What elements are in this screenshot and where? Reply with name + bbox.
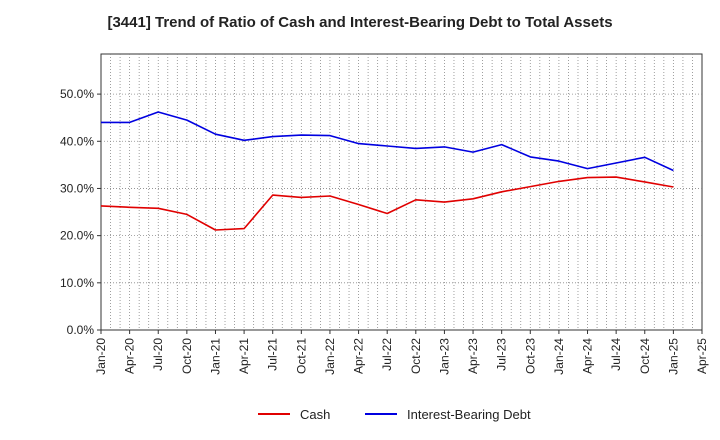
- legend-label-interest-bearing-debt: Interest-Bearing Debt: [407, 407, 531, 422]
- x-tick-label: Jan-23: [437, 338, 451, 375]
- x-tick-label: Jul-23: [495, 338, 509, 371]
- x-tick-label: Jan-21: [208, 338, 222, 375]
- x-tick-label: Jan-24: [552, 338, 566, 375]
- series-line-cash: [100, 176, 674, 231]
- x-tick-label: Oct-22: [409, 338, 423, 374]
- x-tick-label: Jul-22: [380, 338, 394, 371]
- y-tick-label: 10.0%: [60, 276, 94, 290]
- x-tick-label: Apr-25: [695, 338, 709, 374]
- series-line-interest-bearing-debt: [101, 111, 674, 172]
- x-tick-label: Jul-20: [151, 338, 165, 371]
- chart-title: [3441] Trend of Ratio of Cash and Intere…: [107, 14, 613, 31]
- y-tick-label: 20.0%: [60, 229, 94, 243]
- x-tick-label: Apr-20: [123, 338, 137, 374]
- x-tick-label: Oct-20: [180, 338, 194, 374]
- y-tick-label: 40.0%: [60, 134, 94, 148]
- x-tick-label: Jul-24: [609, 338, 623, 371]
- x-tick-label: Oct-24: [638, 338, 652, 374]
- x-tick-label: Apr-21: [237, 338, 251, 374]
- x-tick-label: Jan-20: [94, 338, 108, 375]
- y-tick-label: 0.0%: [67, 323, 95, 337]
- x-tick-label: Jan-22: [323, 338, 337, 375]
- x-tick-label: Jan-25: [666, 338, 680, 375]
- y-tick-label: 30.0%: [60, 181, 94, 195]
- x-tick-label: Jul-21: [266, 338, 280, 371]
- y-tick-label: 50.0%: [60, 87, 94, 101]
- plot-area: [100, 53, 703, 331]
- x-tick-label: Apr-23: [466, 338, 480, 374]
- x-tick-label: Apr-24: [581, 338, 595, 374]
- legend-label-cash: Cash: [300, 407, 330, 422]
- x-tick-label: Oct-21: [294, 338, 308, 374]
- x-tick-label: Apr-22: [352, 338, 366, 374]
- x-tick-label: Oct-23: [523, 338, 537, 374]
